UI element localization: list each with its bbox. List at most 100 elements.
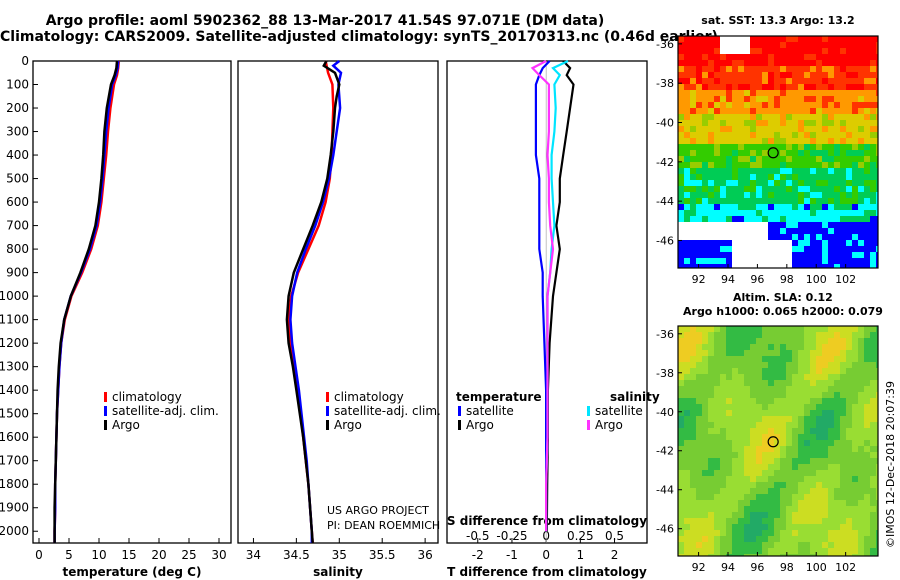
sla-map-cell [846,374,852,380]
sst-map-cell [684,162,690,168]
sst-map-cell [876,42,878,48]
sst-map-cell [822,36,828,42]
sst-map-cell [798,48,804,54]
sst-map-cell [846,192,852,198]
sst-map-cell [798,246,804,252]
sla-map-cell [822,554,828,556]
sla-map-cell [792,368,798,374]
sla-map-cell [870,356,876,362]
sst-map-cell [786,114,792,120]
sst-map-cell [768,180,774,186]
sst-map-cell [702,198,708,204]
sla-map-cell [756,458,762,464]
sst-map-cell [858,66,864,72]
sla-map-cell [846,458,852,464]
sst-map-cell [774,96,780,102]
sst-map-cell [876,174,878,180]
sla-map-cell [714,452,720,458]
sst-map-cell [864,60,870,66]
sla-map-cell [780,512,786,518]
sst-map-cell [846,60,852,66]
sst-map-cell [756,42,762,48]
difference-s-xtick-label: 0.25 [567,529,594,543]
sst-map-cell [810,264,816,268]
sst-map-cell [816,258,822,264]
sst-map-cell [822,264,828,268]
difference-s-xtick-label: 0.5 [605,529,624,543]
sst-map-cell [780,120,786,126]
sla-map-cell [714,548,720,554]
sla-map-cell [870,464,876,470]
sla-map-cell [684,422,690,428]
sla-map-cell [762,482,768,488]
sla-map-cell [858,536,864,542]
sla-map-cell [744,512,750,518]
sst-map-cell [744,126,750,132]
sst-map-cell [858,132,864,138]
sla-map-cell [732,506,738,512]
sst-map-cell [810,66,816,72]
temperature-legend-swatch [104,406,107,416]
sst-map-cell [696,204,702,210]
sla-map-cell [708,506,714,512]
temperature-ytick-label: 0 [21,54,29,68]
sla-map-cell [702,404,708,410]
sst-map-cell [870,36,876,42]
sst-map-cell [744,156,750,162]
sla-map-cell [762,350,768,356]
sla-map-cell [804,488,810,494]
sla-map-cell [690,536,696,542]
sla-map-cell [720,512,726,518]
sla-map-cell [804,392,810,398]
sst-map-cell [762,48,768,54]
sla-map-cell [864,482,870,488]
sst-map-cell [768,198,774,204]
sst-map-cell [780,210,786,216]
difference-series-s-argo [530,60,555,532]
sla-map-cell [840,470,846,476]
sla-map-cell [822,410,828,416]
sla-map-cell [852,410,858,416]
sla-map-cell [768,422,774,428]
sst-map-cell [876,198,878,204]
sla-map-cell [786,488,792,494]
sla-map-cell [846,464,852,470]
sst-map-cell [708,54,714,60]
sst-map-cell [726,138,732,144]
sla-map-cell [864,506,870,512]
sst-map-cell [834,198,840,204]
sst-map-cell [726,216,732,222]
sst-map-cell [864,216,870,222]
sst-map-cell [720,102,726,108]
sla-map-cell [714,542,720,548]
sla-map-cell [792,416,798,422]
sst-map-cell [798,120,804,126]
sla-map-cell [768,452,774,458]
sla-map-cell [696,536,702,542]
sst-map-cell [876,60,878,66]
sst-map-cell [828,78,834,84]
sst-map-cell [876,138,878,144]
sla-map-cell [834,374,840,380]
sla-map-cell [720,374,726,380]
sst-map-cell [684,90,690,96]
sla-map-cell [858,344,864,350]
sst-map-cell [756,132,762,138]
sst-map-cell [750,60,756,66]
sst-map-cell [696,96,702,102]
sst-map-cell [750,120,756,126]
sla-map-cell [816,434,822,440]
sla-map-cell [732,326,738,332]
sla-map-cell [876,488,878,494]
sst-map-cell [756,36,762,42]
sst-map-cell [702,48,708,54]
sst-map-cell [792,36,798,42]
sla-map-cell [858,512,864,518]
sst-map-cell [852,42,858,48]
sst-map-cell [750,174,756,180]
sst-map-cell [876,264,878,268]
sst-map-cell [834,42,840,48]
sla-map-cell [714,350,720,356]
sst-map-cell [720,96,726,102]
sla-map-cell [810,404,816,410]
